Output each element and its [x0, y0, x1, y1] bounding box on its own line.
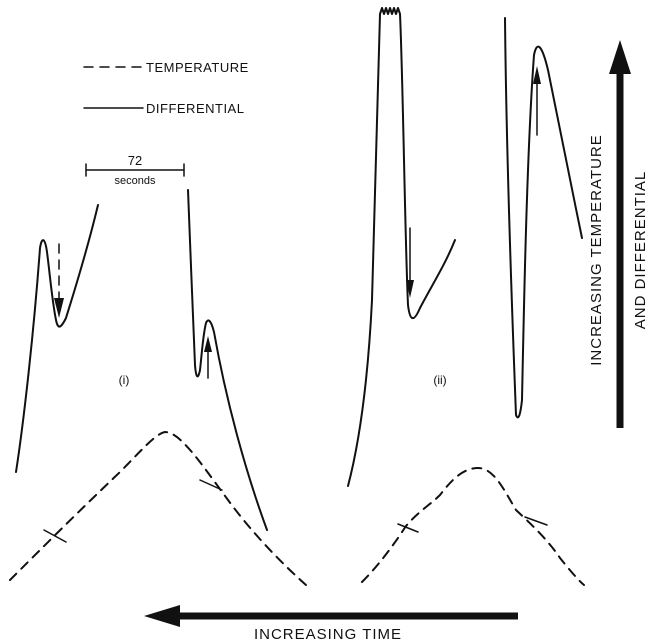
panel-ii-arrows — [406, 66, 541, 298]
panel-i-temperature-arrow-head — [54, 298, 64, 318]
panel-i-temperature-curve — [9, 431, 307, 586]
panel-ii-differential-curve-left — [347, 7, 456, 487]
vertical-axis-label-line1: INCREASING TEMPERATURE — [588, 134, 605, 365]
panel-i-differential-arrow-head — [204, 336, 212, 352]
scale-bar-unit: seconds — [115, 175, 156, 187]
panel-i-differential-curve-left — [15, 204, 99, 473]
panel-ii-differential-curve-right — [504, 17, 583, 419]
vertical-axis-label-line2: AND DIFFERENTIAL — [632, 171, 647, 330]
panel-ii-temperature-tick-right — [524, 516, 548, 526]
legend-differential-label: DIFFERENTIAL — [146, 101, 244, 116]
panel-ii-differential — [347, 7, 583, 487]
time-scale-bar: 72 seconds — [85, 153, 185, 187]
vertical-axis-arrow: INCREASING TEMPERATURE AND DIFFERENTIAL — [588, 40, 647, 428]
horizontal-axis-arrow: INCREASING TIME — [144, 605, 518, 642]
legend-temperature-label: TEMPERATURE — [146, 60, 249, 75]
panel-ii-temperature — [361, 467, 585, 586]
panel-ii-temperature-arrow-head — [406, 280, 414, 298]
panel-ii-temperature-curve — [361, 467, 585, 586]
panel-i-arrows — [54, 243, 212, 379]
panel-i-temperature — [9, 431, 307, 586]
vertical-arrow-head — [609, 40, 631, 74]
panel-i-temperature-tick-right — [199, 479, 223, 491]
panel-i-differential-curve-right — [187, 189, 268, 531]
panel-i-differential — [15, 189, 268, 531]
scale-bar-value: 72 — [128, 153, 142, 168]
legend: TEMPERATURE DIFFERENTIAL — [83, 60, 249, 116]
panel-ii-temperature-tick-left — [397, 523, 419, 533]
horizontal-axis-label: INCREASING TIME — [254, 626, 402, 642]
panel-i-temperature-tick-left — [43, 529, 67, 543]
panel-ii-differential-arrow-head — [533, 66, 541, 84]
horizontal-arrow-head — [144, 605, 180, 627]
panel-i-label: (i) — [119, 373, 130, 387]
panel-ii-label: (ii) — [433, 373, 446, 387]
